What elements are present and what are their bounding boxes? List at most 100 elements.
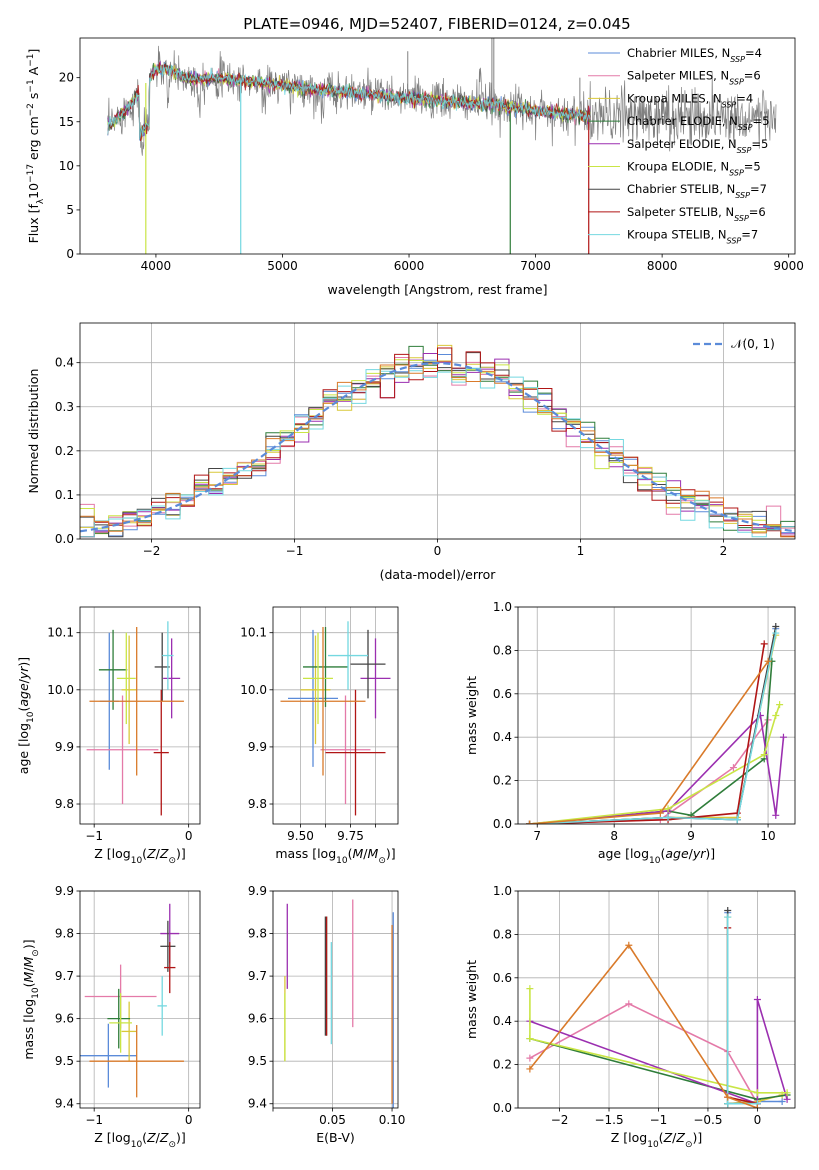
weight-marker-kroupa-elodie bbox=[526, 985, 534, 993]
label-part: ⊙ bbox=[378, 856, 386, 866]
legend-name: Salpeter MILES, N bbox=[627, 69, 729, 83]
label-part: Z bbox=[146, 846, 156, 861]
axes: −2 −1.5 −1 −0.5 0 0.0 0.2 0.4 0.6 0.8 1.0 bbox=[493, 884, 796, 1127]
y-tick-label: 5 bbox=[66, 203, 74, 217]
weight-marker-salpeter-stelib bbox=[760, 640, 768, 648]
grid bbox=[273, 607, 398, 824]
spectrum-ylabel: Flux [fλ10−17 erg cm−2 s−1 A−1] bbox=[26, 49, 46, 244]
label-part: M bbox=[353, 846, 364, 861]
y-tick-label: 9.9 bbox=[55, 740, 74, 754]
residuals-ylabel: Normed distribution bbox=[26, 369, 41, 494]
legend-sub: SSP bbox=[738, 123, 753, 132]
weight-marker-orange bbox=[526, 1065, 534, 1073]
plot-area bbox=[107, 38, 777, 254]
legend-count: =6 bbox=[744, 69, 761, 83]
label-part: 10 bbox=[649, 856, 661, 866]
label-part: erg cm bbox=[26, 116, 41, 164]
legend-count: =5 bbox=[744, 160, 761, 174]
legend-label-chabrier-elodie: Chabrier ELODIE, NSSP=5 bbox=[627, 114, 769, 132]
x-tick-label: 4000 bbox=[141, 259, 172, 273]
y-tick-label: 9.7 bbox=[248, 969, 267, 983]
weight-line-kroupa-stelib bbox=[726, 917, 758, 1105]
legend-name: Salpeter ELODIE, N bbox=[627, 137, 737, 151]
y-tick-label: 0.4 bbox=[493, 1014, 512, 1028]
y-tick-label: 9.5 bbox=[55, 1054, 74, 1068]
label-part: )] bbox=[176, 846, 186, 861]
y-tick-label: 9.6 bbox=[55, 1012, 74, 1026]
y-tick-label: 0.2 bbox=[55, 444, 74, 458]
weight-marker-orange bbox=[526, 820, 534, 824]
label-part: mass weight bbox=[464, 960, 479, 1039]
x-tick-label: 0 bbox=[185, 829, 193, 843]
spectrum-model-kroupa-stelib bbox=[107, 64, 591, 140]
axes: 4000 5000 6000 7000 8000 9000 0 5 10 15 20 bbox=[59, 37, 804, 273]
label-part: / bbox=[156, 1130, 161, 1145]
age-vs-Z-panel: −1 09.89.910.010.1Z [log10(Z/Z⊙)]age [log… bbox=[16, 606, 201, 866]
legend-label-salpeter-miles: Salpeter MILES, NSSP=6 bbox=[627, 69, 761, 87]
legend-name: Kroupa ELODIE, N bbox=[627, 160, 729, 174]
weight-marker-salpeter-elodie bbox=[779, 733, 787, 741]
weight-marker-kroupa-stelib bbox=[724, 913, 732, 921]
grid bbox=[80, 890, 200, 1108]
weight-marker-orange bbox=[764, 657, 772, 665]
weight-marker-kroupa-elodie bbox=[772, 712, 780, 719]
label-part: −2 bbox=[26, 103, 36, 116]
weight-line-chabrier-miles bbox=[529, 628, 777, 824]
weight-marker-chabrier-stelib bbox=[772, 623, 780, 631]
y-tick-label: 20 bbox=[59, 71, 74, 85]
weight-marker-chabrier-miles bbox=[778, 1097, 786, 1105]
label-part: M bbox=[21, 956, 36, 967]
label-part: wavelength [Angstrom, rest frame] bbox=[327, 282, 547, 297]
legend-name: Chabrier STELIB, N bbox=[627, 182, 735, 196]
weight-marker-orange bbox=[625, 941, 633, 949]
legend-name: Kroupa MILES, N bbox=[627, 91, 722, 105]
axes-frame bbox=[272, 606, 399, 825]
weight-line-chabrier-miles bbox=[726, 912, 783, 1105]
y-tick-label: 0.3 bbox=[55, 400, 74, 414]
axes: −1 0 9.8 9.9 10.0 10.1 bbox=[47, 606, 201, 843]
x-tick-label: 0 bbox=[434, 544, 442, 558]
residuals-panel: −2 −1 0 1 2 0.0 0.1 0.2 0.3 0.4 𝒩(0, 1) (data-model… bbox=[26, 322, 796, 582]
label-part: ( bbox=[16, 707, 31, 712]
label-part: 10 bbox=[26, 711, 36, 723]
label-part: / bbox=[689, 846, 694, 861]
label-part: M bbox=[21, 972, 36, 983]
label-part: yr bbox=[692, 846, 706, 861]
x-tick-label: −2 bbox=[143, 544, 161, 558]
legend-label-chabrier-stelib: Chabrier STELIB, NSSP=7 bbox=[627, 182, 767, 200]
axes-frame bbox=[272, 890, 399, 1109]
weight-marker-salpeter-elodie bbox=[783, 1095, 791, 1103]
label-part: ] bbox=[26, 49, 41, 54]
age_vs_Z-xlabel: Z [log10(Z/Z⊙)] bbox=[94, 846, 186, 866]
plot-area bbox=[86, 621, 184, 816]
legend-count: =7 bbox=[741, 228, 758, 242]
label-part: A bbox=[26, 66, 41, 79]
weight_vs_age-xlabel: age [log10(age/yr)] bbox=[598, 846, 715, 866]
label-part: age [log bbox=[16, 723, 31, 774]
x-tick-label: 1 bbox=[577, 544, 585, 558]
y-tick-label: 0.6 bbox=[493, 687, 512, 701]
y-tick-label: 0.0 bbox=[55, 532, 74, 546]
x-tick-label: −1 bbox=[85, 829, 103, 843]
y-tick-label: 9.4 bbox=[248, 1097, 267, 1111]
weight-line-kroupa-miles bbox=[726, 917, 783, 1105]
x-tick-label: 5000 bbox=[267, 259, 298, 273]
weight-line-kroupa-miles bbox=[529, 635, 777, 824]
x-tick-label: −1 bbox=[286, 544, 304, 558]
legend-count: =5 bbox=[751, 137, 768, 151]
x-tick-label: 2 bbox=[720, 544, 728, 558]
axes-frame bbox=[517, 606, 796, 825]
x-tick-label: 0 bbox=[754, 1113, 762, 1127]
label-part: age bbox=[665, 846, 689, 861]
label-part: λ bbox=[36, 198, 46, 204]
weight_vs_Z-xlabel: Z [log10(Z/Z⊙)] bbox=[611, 1130, 703, 1150]
weight-marker-kroupa-elodie bbox=[760, 751, 768, 759]
label-part: s bbox=[26, 93, 41, 104]
axes-frame bbox=[79, 606, 201, 825]
y-tick-label: 0.0 bbox=[493, 817, 512, 831]
weight-marker-chabrier-stelib bbox=[724, 907, 732, 915]
grid bbox=[80, 607, 200, 824]
y-tick-label: 9.4 bbox=[55, 1097, 74, 1111]
normal-curve bbox=[80, 361, 795, 533]
